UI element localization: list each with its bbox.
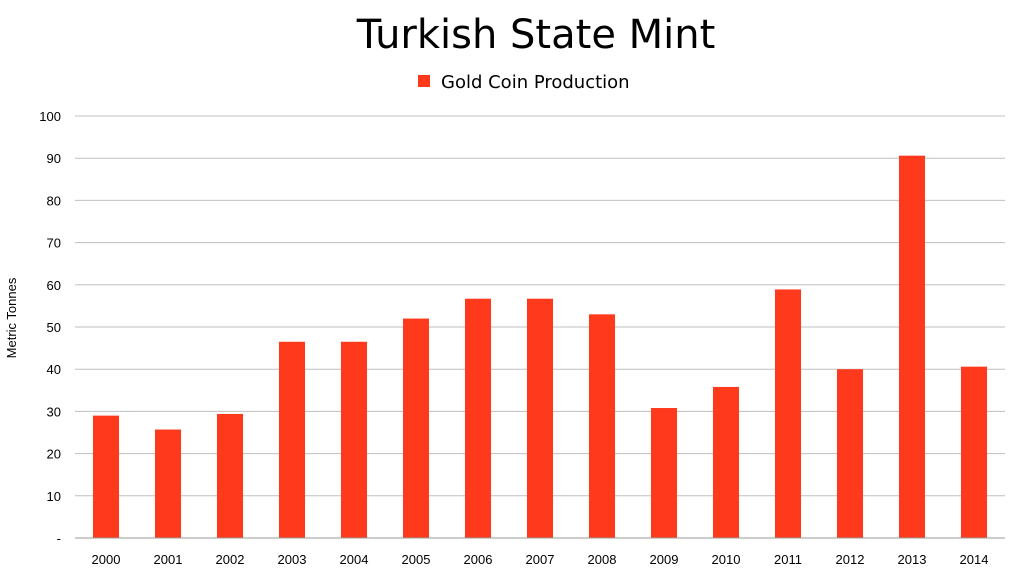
x-tick-label: 2013: [898, 552, 927, 567]
x-tick-label: 2014: [960, 552, 989, 567]
x-tick-label: 2011: [774, 552, 802, 567]
y-tick-label: 60: [47, 278, 61, 293]
x-tick-label: 2005: [402, 552, 431, 567]
bar-2008: [588, 314, 616, 538]
x-axis-ticks: 2000 2001 2002 2003 2004 2005 2006 2007 2008 2009…: [92, 552, 989, 567]
y-tick-label: 50: [47, 320, 61, 335]
x-tick-label: 2003: [278, 552, 307, 567]
bar-2011: [774, 289, 802, 538]
bar-2009: [650, 408, 678, 538]
x-tick-label: 2002: [216, 552, 245, 567]
y-tick-label: 90: [47, 151, 61, 166]
x-tick-label: 2006: [464, 552, 493, 567]
x-tick-label: 2008: [588, 552, 617, 567]
bar-2013: [898, 155, 926, 538]
y-axis-title: Metric Tonnes: [4, 277, 19, 358]
bar-2004: [340, 341, 368, 538]
x-tick-label: 2001: [154, 552, 183, 567]
x-tick-label: 2004: [340, 552, 369, 567]
x-tick-label: 2009: [650, 552, 679, 567]
bar-2007: [526, 298, 554, 538]
x-tick-label: 2007: [526, 552, 555, 567]
bar-2012: [836, 369, 864, 538]
x-tick-label: 2012: [836, 552, 865, 567]
x-tick-label: 2010: [712, 552, 741, 567]
legend: Gold Coin Production: [418, 72, 630, 93]
y-tick-label: -: [57, 531, 61, 546]
bar-2002: [216, 413, 244, 538]
legend-label: Gold Coin Production: [441, 72, 630, 93]
bar-2010: [712, 386, 740, 538]
bar-2014: [960, 366, 988, 538]
y-tick-label: 80: [47, 193, 61, 208]
bar-2005: [402, 318, 430, 538]
y-tick-label: 30: [47, 404, 61, 419]
bar-2003: [278, 341, 306, 538]
y-tick-label: 20: [47, 447, 61, 462]
y-axis-ticks: - 10 20 30 40 50 60 70 80 90 100: [39, 109, 61, 546]
y-tick-label: 10: [47, 489, 61, 504]
y-tick-label: 100: [39, 109, 61, 124]
bars: [92, 155, 988, 538]
chart-title: Turkish State Mint: [356, 12, 716, 58]
bar-2001: [154, 429, 182, 538]
bar-2000: [92, 415, 120, 538]
x-tick-label: 2000: [92, 552, 121, 567]
bar-2006: [464, 298, 492, 538]
y-tick-label: 40: [47, 362, 61, 377]
y-tick-label: 70: [47, 236, 61, 251]
legend-swatch: [418, 75, 430, 87]
